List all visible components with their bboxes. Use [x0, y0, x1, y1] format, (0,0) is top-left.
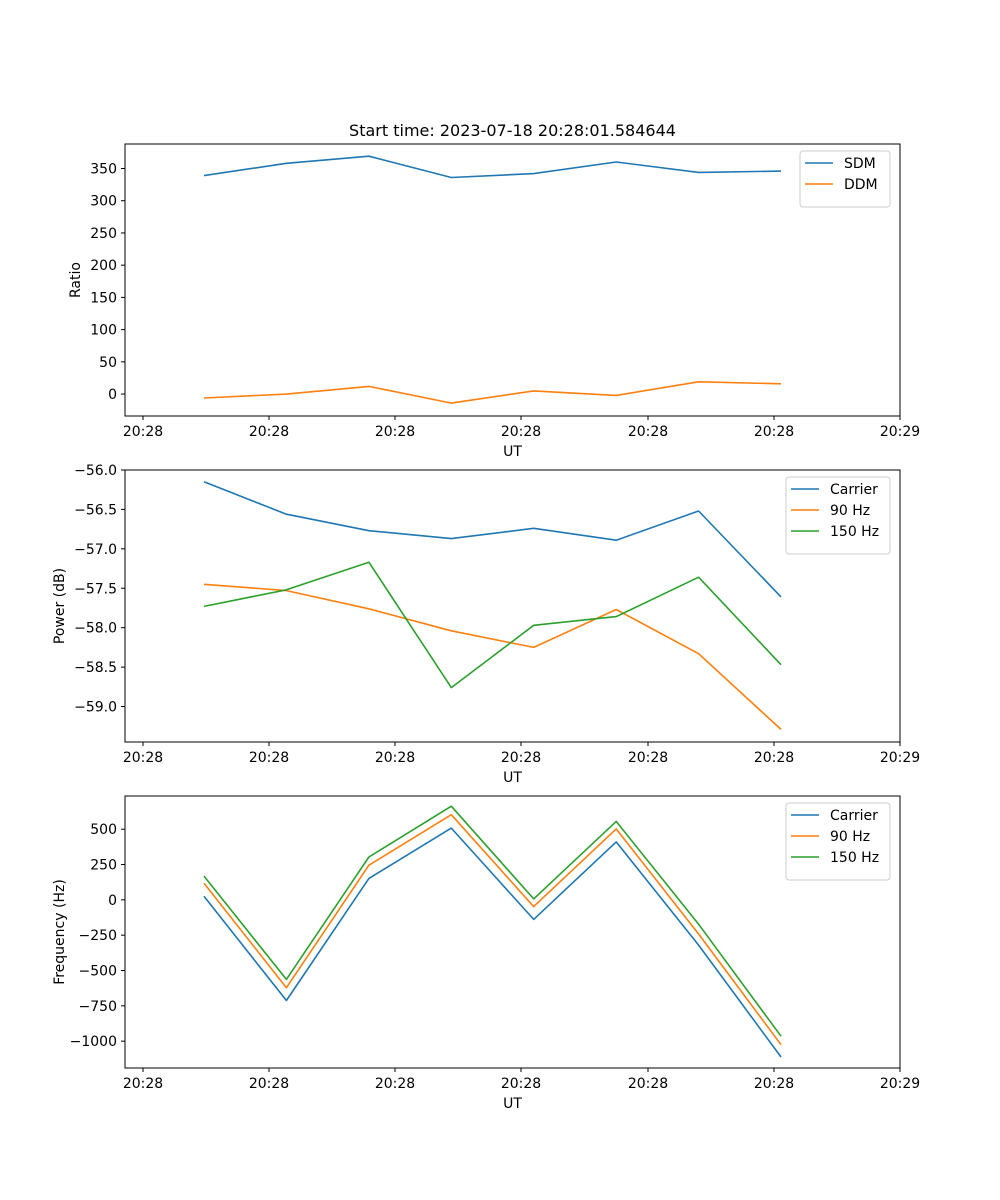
- ratio-x-tick-label: 20:28: [628, 424, 668, 440]
- ratio-axes-frame: [124, 143, 901, 417]
- ratio-x-axis-label: UT: [503, 444, 522, 460]
- power-x-tick-label: 20:29: [880, 750, 920, 766]
- frequency-legend-label-150-hz: 150 Hz: [830, 850, 879, 866]
- frequency-legend-label-carrier: Carrier: [830, 808, 878, 824]
- frequency-y-tick-label: 0: [108, 893, 117, 909]
- frequency-y-tick-label: −500: [79, 964, 117, 980]
- power-x-tick-label: 20:28: [375, 750, 415, 766]
- frequency-axes-frame: [124, 795, 901, 1069]
- power-series-90-hz-line: [203, 583, 782, 730]
- power-x-tick-label: 20:28: [628, 750, 668, 766]
- power-legend-box: [785, 476, 891, 555]
- frequency-plot-lines: [203, 805, 782, 1058]
- frequency-legend-label-90-hz: 90 Hz: [830, 829, 870, 845]
- power-x-tick-label: 20:28: [754, 750, 794, 766]
- figure-title: Start time: 2023-07-18 20:28:01.584644: [349, 121, 676, 140]
- power-series-150-hz-line: [203, 561, 782, 689]
- power-y-tick-label: −57.0: [74, 542, 117, 558]
- ratio-series-ddm-line: [203, 380, 782, 404]
- power-y-tick-label: −56.0: [74, 463, 117, 479]
- power-y-axis-label: Power (dB): [52, 568, 68, 644]
- power-x-tick-label: 20:28: [123, 750, 163, 766]
- frequency-x-axis: 20:28 20:28 20:28 20:28 20:28 20:28 20:29: [123, 1068, 920, 1092]
- frequency-x-tick-label: 20:28: [249, 1076, 289, 1092]
- power-legend: Carrier 90 Hz 150 Hz: [785, 476, 891, 555]
- power-legend-label-carrier: Carrier: [830, 482, 878, 498]
- ratio-y-tick-label: 200: [90, 258, 117, 274]
- frequency-y-axis: 500 250 0 −250 −500 −750 −1000: [70, 822, 125, 1050]
- ratio-y-axis: 0 50 100 150 200 250 300 350: [90, 161, 125, 403]
- power-y-tick-label: −58.0: [74, 621, 117, 637]
- power-y-tick-label: −56.5: [74, 502, 117, 518]
- power-legend-label-90-hz: 90 Hz: [830, 503, 870, 519]
- ratio-legend-box: [799, 150, 891, 208]
- frequency-y-tick-label: −1000: [70, 1034, 117, 1050]
- power-y-tick-label: −58.5: [74, 660, 117, 676]
- ratio-y-tick-label: 0: [108, 387, 117, 403]
- ratio-legend-label-ddm: DDM: [844, 177, 878, 193]
- frequency-x-tick-label: 20:28: [123, 1076, 163, 1092]
- frequency-y-tick-label: 500: [90, 822, 117, 838]
- power-y-tick-label: −57.5: [74, 581, 117, 597]
- frequency-x-tick-label: 20:28: [501, 1076, 541, 1092]
- ratio-y-tick-label: 350: [90, 161, 117, 177]
- frequency-x-tick-label: 20:28: [754, 1076, 794, 1092]
- power-series-carrier-line: [203, 481, 782, 598]
- ratio-legend: SDM DDM: [799, 150, 891, 208]
- ratio-series-sdm-line: [203, 155, 782, 179]
- ratio-x-tick-label: 20:28: [501, 424, 541, 440]
- ratio-x-tick-label: 20:29: [880, 424, 920, 440]
- frequency-x-tick-label: 20:29: [880, 1076, 920, 1092]
- ratio-y-tick-label: 100: [90, 323, 117, 339]
- power-x-tick-label: 20:28: [501, 750, 541, 766]
- power-y-axis: −56.0 −56.5 −57.0 −57.5 −58.0 −58.5 −59.0: [74, 463, 125, 716]
- frequency-series-90-hz-line: [203, 813, 782, 1046]
- frequency-y-axis-label: Frequency (Hz): [52, 879, 68, 985]
- ratio-plot-lines: [203, 155, 782, 404]
- power-x-axis-label: UT: [503, 770, 522, 786]
- ratio-x-tick-label: 20:28: [375, 424, 415, 440]
- power-x-axis: 20:28 20:28 20:28 20:28 20:28 20:28 20:29: [123, 742, 920, 766]
- ratio-x-axis: 20:28 20:28 20:28 20:28 20:28 20:28 20:29: [123, 416, 920, 440]
- power-axes-frame: [124, 469, 901, 743]
- ratio-x-tick-label: 20:28: [754, 424, 794, 440]
- power-plot-lines: [203, 481, 782, 730]
- frequency-x-tick-label: 20:28: [375, 1076, 415, 1092]
- ratio-y-axis-label: Ratio: [68, 262, 84, 298]
- ratio-y-tick-label: 250: [90, 226, 117, 242]
- frequency-x-axis-label: UT: [503, 1096, 522, 1112]
- frequency-series-150-hz-line: [203, 805, 782, 1037]
- frequency-y-tick-label: −250: [79, 928, 117, 944]
- frequency-x-tick-label: 20:28: [628, 1076, 668, 1092]
- ratio-y-tick-label: 300: [90, 194, 117, 210]
- ratio-y-tick-label: 50: [99, 355, 117, 371]
- power-y-tick-label: −59.0: [74, 700, 117, 716]
- frequency-series-carrier-line: [203, 827, 782, 1058]
- power-x-tick-label: 20:28: [249, 750, 289, 766]
- ratio-x-tick-label: 20:28: [249, 424, 289, 440]
- power-subplot: −56.0 −56.5 −57.0 −57.5 −58.0 −58.5 −59.0 20:2…: [52, 463, 920, 786]
- frequency-y-tick-label: 250: [90, 858, 117, 874]
- frequency-legend-box: [785, 802, 891, 881]
- power-legend-label-150-hz: 150 Hz: [830, 524, 879, 540]
- frequency-legend: Carrier 90 Hz 150 Hz: [785, 802, 891, 881]
- ratio-y-tick-label: 150: [90, 290, 117, 306]
- ratio-x-tick-label: 20:28: [123, 424, 163, 440]
- ratio-legend-label-sdm: SDM: [844, 156, 876, 172]
- frequency-y-tick-label: −750: [79, 999, 117, 1015]
